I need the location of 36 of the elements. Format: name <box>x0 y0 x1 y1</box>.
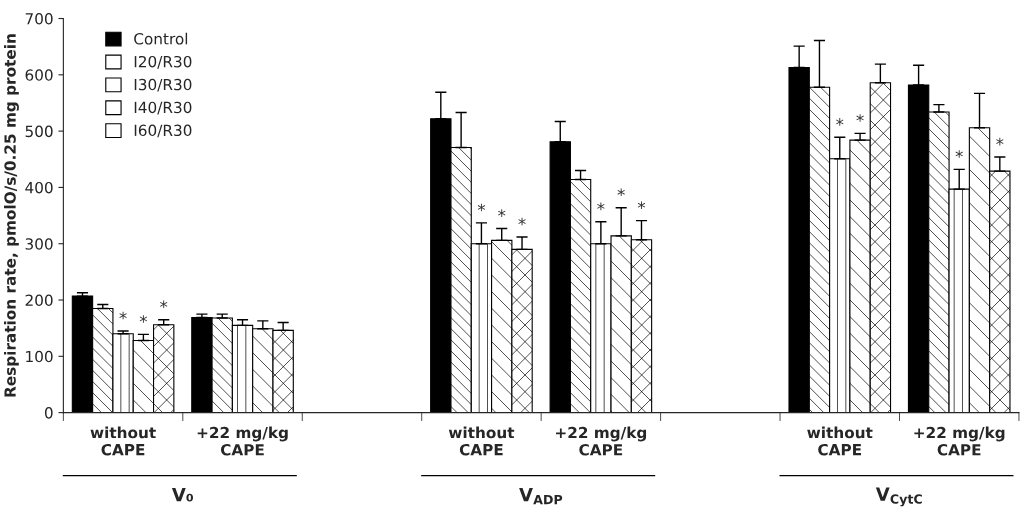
legend-label: Control <box>134 32 188 45</box>
data-label: * <box>119 311 127 320</box>
y-tick-label: 300 <box>25 238 53 250</box>
data-label: * <box>637 201 646 210</box>
y-tick-label: 700 <box>25 12 53 25</box>
legend-label: I60/R30 <box>134 124 192 138</box>
data-label: * <box>597 202 605 211</box>
data-label: * <box>160 300 168 309</box>
y-axis-title: Respiration rate, pmolO/s/0.25 mg protein <box>4 34 19 397</box>
x-tick-label: +22 mg/kg CAPE <box>197 426 288 456</box>
data-label: * <box>498 209 506 217</box>
data-label: * <box>477 203 486 212</box>
x-tick-label: +22 mg/kg CAPE <box>556 426 647 456</box>
legend-label: I40/R30 <box>134 101 192 115</box>
x-tick-label: without CAPE <box>448 426 515 456</box>
y-tick-label: 200 <box>25 294 53 307</box>
data-label: * <box>856 114 864 122</box>
data-label: * <box>518 217 526 226</box>
text: V$_{ADP}$ <box>519 488 563 505</box>
x-tick-label: without CAPE <box>807 426 873 456</box>
y-tick-label: 100 <box>26 350 53 363</box>
text: V$_{CytC}$ <box>875 487 922 507</box>
data-label: * <box>996 137 1004 146</box>
y-tick-label: 600 <box>25 69 53 81</box>
legend-label: I30/R30 <box>134 78 192 92</box>
data-label: * <box>617 188 625 197</box>
y-tick-label: 0 <box>44 407 53 419</box>
text: V₀ <box>171 488 194 502</box>
y-tick-label: 400 <box>25 181 53 194</box>
legend-label: I20/R30 <box>134 55 192 69</box>
x-tick-label: +22 mg/kg CAPE <box>914 426 1005 456</box>
y-tick-label: 500 <box>25 125 53 138</box>
data-label: * <box>955 150 963 158</box>
data-label: * <box>836 118 844 126</box>
data-label: * <box>139 315 148 323</box>
x-tick-label: without CAPE <box>90 426 156 456</box>
